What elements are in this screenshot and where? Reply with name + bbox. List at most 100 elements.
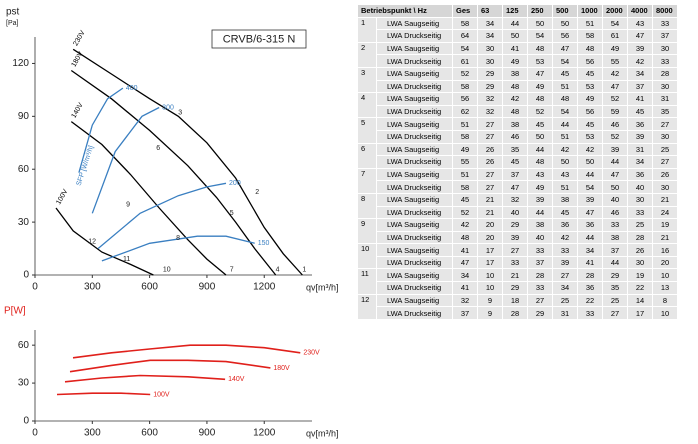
value-cell: 55 xyxy=(602,54,628,68)
value-cell: 27 xyxy=(652,117,678,131)
point-cell: 11 xyxy=(357,268,377,295)
value-cell: 50 xyxy=(502,29,528,43)
value-cell: 56 xyxy=(552,29,578,43)
value-cell: 45 xyxy=(502,155,528,169)
x-tick-label: 900 xyxy=(199,428,216,439)
value-cell: 32 xyxy=(477,92,503,106)
value-cell: 48 xyxy=(527,92,553,106)
value-cell: 46 xyxy=(602,205,628,220)
value-cell: 47 xyxy=(577,205,603,220)
value-cell: 49 xyxy=(577,92,603,106)
series-line xyxy=(91,106,160,214)
value-cell: 33 xyxy=(602,218,628,232)
value-cell: 33 xyxy=(627,205,653,220)
row-label: LWA Druckseitig xyxy=(376,180,453,194)
table-row: 3 LWA Saugseitig 52 29 38 47 45 45 42 34 28 xyxy=(357,66,678,94)
value-cell: 33 xyxy=(552,243,578,257)
value-cell: 36 xyxy=(577,281,603,295)
value-cell: 26 xyxy=(477,155,503,169)
row-label: LWA Druckseitig xyxy=(376,29,453,43)
series-label: 230V xyxy=(72,29,86,47)
value-cell: 58 xyxy=(452,129,478,144)
value-cell: 10 xyxy=(477,281,503,295)
value-cell: 25 xyxy=(602,293,628,308)
value-cell: 56 xyxy=(452,92,478,106)
value-cell: 26 xyxy=(477,142,503,157)
value-cell: 9 xyxy=(477,306,503,320)
value-cell: 18 xyxy=(502,293,528,308)
row-label: LWA Saugseitig xyxy=(376,192,453,207)
value-cell: 39 xyxy=(527,192,553,207)
row-label: LWA Druckseitig xyxy=(376,155,453,169)
series-label: 180V xyxy=(71,50,85,68)
value-cell: 21 xyxy=(652,230,678,245)
value-cell: 53 xyxy=(577,79,603,94)
header-cell: 2000 xyxy=(602,4,628,18)
point-cell: 10 xyxy=(357,243,377,270)
value-cell: 39 xyxy=(602,142,628,157)
row-label: LWA Saugseitig xyxy=(376,167,453,182)
value-cell: 50 xyxy=(602,180,628,194)
value-cell: 10 xyxy=(652,306,678,320)
value-cell: 34 xyxy=(552,281,578,295)
series-label: 140V xyxy=(71,102,85,120)
chart-title: CRVB/6-315 N xyxy=(223,33,296,45)
value-cell: 27 xyxy=(477,167,503,182)
value-cell: 54 xyxy=(552,54,578,68)
value-cell: 8 xyxy=(652,293,678,308)
value-cell: 36 xyxy=(627,167,653,182)
header-cell: 63 xyxy=(477,4,503,18)
value-cell: 20 xyxy=(477,218,503,232)
value-cell: 61 xyxy=(602,29,628,43)
value-cell: 29 xyxy=(502,281,528,295)
series-line xyxy=(56,392,151,396)
value-cell: 52 xyxy=(602,129,628,144)
row-label: LWA Druckseitig xyxy=(376,79,453,94)
value-cell: 40 xyxy=(502,205,528,220)
point-cell: 9 xyxy=(357,218,377,245)
value-cell: 34 xyxy=(577,243,603,257)
row-label: LWA Druckseitig xyxy=(376,306,453,320)
value-cell: 44 xyxy=(527,205,553,220)
value-cell: 37 xyxy=(527,255,553,270)
value-cell: 33 xyxy=(652,16,678,31)
value-cell: 43 xyxy=(552,167,578,182)
value-cell: 43 xyxy=(627,16,653,31)
annotation: 8 xyxy=(176,235,180,242)
value-cell: 44 xyxy=(602,155,628,169)
table-row: 12 LWA Saugseitig 32 9 18 27 25 22 25 14 8 xyxy=(357,293,678,320)
value-cell: 48 xyxy=(552,92,578,106)
value-cell: 53 xyxy=(527,54,553,68)
table-row: LWA Druckseitig 58 27 46 50 51 53 52 39 30 xyxy=(358,129,678,144)
row-label: LWA Druckseitig xyxy=(376,205,453,220)
x-tick-label: 1200 xyxy=(253,282,276,293)
value-cell: 56 xyxy=(577,104,603,119)
y-label: pst xyxy=(6,7,20,18)
x-tick-label: 300 xyxy=(84,428,101,439)
value-cell: 21 xyxy=(477,192,503,207)
x-tick-label: 1200 xyxy=(253,428,276,439)
value-cell: 10 xyxy=(652,268,678,283)
series-line xyxy=(55,207,154,276)
value-cell: 28 xyxy=(627,230,653,245)
y-tick-label: 120 xyxy=(12,58,29,69)
value-cell: 36 xyxy=(552,218,578,232)
value-cell: 37 xyxy=(502,167,528,182)
value-cell: 50 xyxy=(552,16,578,31)
value-cell: 35 xyxy=(502,142,528,157)
table-row: LWA Druckseitig 64 34 50 54 56 58 61 47 37 xyxy=(358,29,678,43)
annotation: 12 xyxy=(88,238,96,245)
value-cell: 28 xyxy=(652,66,678,81)
annotation: 9 xyxy=(126,201,130,208)
series-label: 300 xyxy=(162,104,174,111)
value-cell: 21 xyxy=(477,205,503,220)
value-cell: 49 xyxy=(452,142,478,157)
value-cell: 47 xyxy=(502,180,528,194)
header-row: Betriebspunkt \ Hz Ges 63 125 250 500 1000 2000… xyxy=(357,4,678,18)
value-cell: 30 xyxy=(652,180,678,194)
value-cell: 22 xyxy=(627,281,653,295)
value-cell: 17 xyxy=(477,255,503,270)
value-cell: 52 xyxy=(602,92,628,106)
value-cell: 29 xyxy=(477,66,503,81)
value-cell: 27 xyxy=(652,155,678,169)
